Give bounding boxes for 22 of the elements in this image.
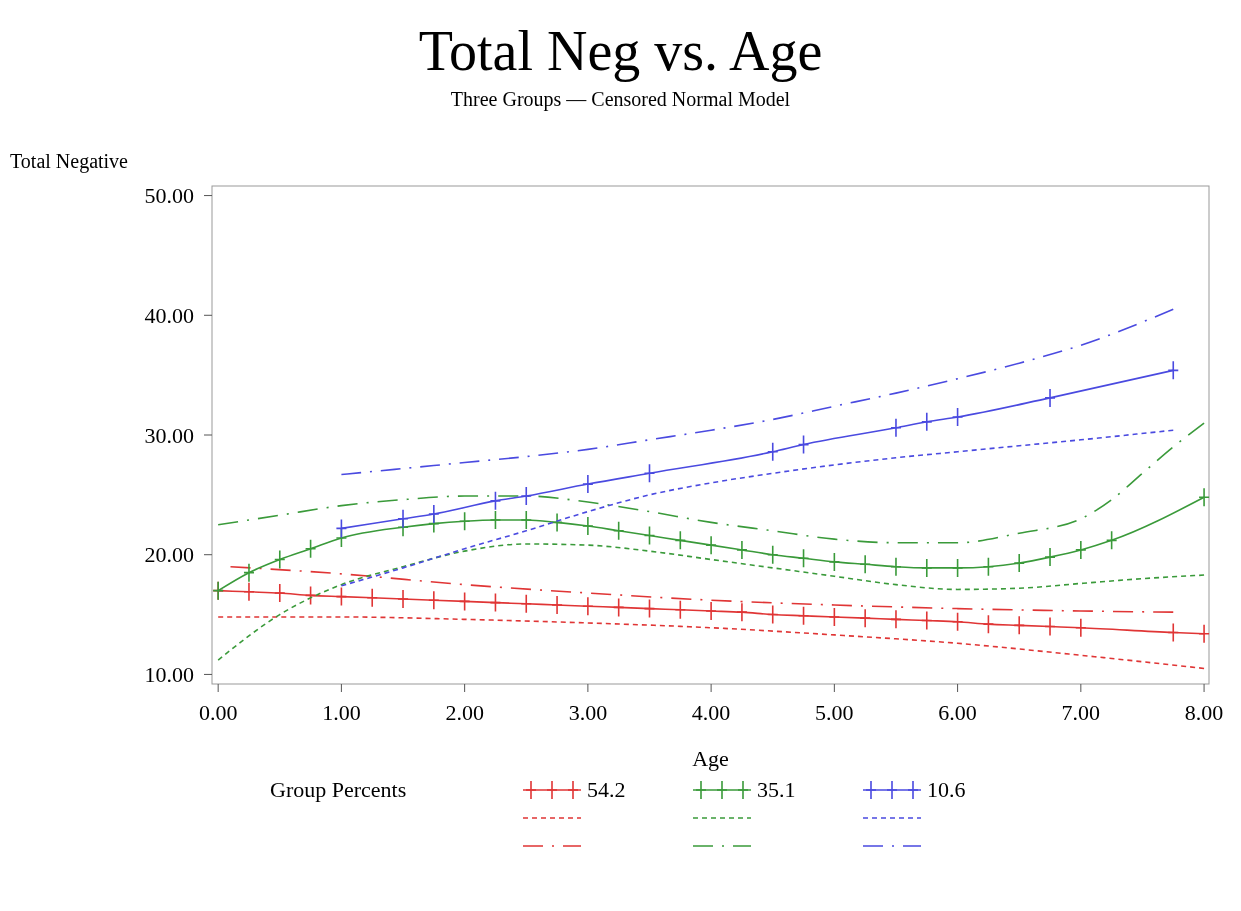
- x-tick-label: 4.00: [691, 700, 731, 725]
- legend-label: 10.6: [927, 777, 966, 802]
- x-axis-title: Age: [692, 746, 729, 771]
- chart-title: Total Neg vs. Age: [418, 20, 823, 82]
- y-tick-label: 10.00: [144, 662, 194, 688]
- y-tick-label: 40.00: [144, 302, 194, 328]
- x-tick-label: 2.00: [445, 700, 484, 725]
- x-tick-label: 3.00: [568, 700, 608, 725]
- x-tick-label: 1.00: [322, 700, 361, 725]
- legend-label: 54.2: [587, 777, 626, 802]
- y-axis-title: Total Negative: [10, 150, 129, 173]
- x-tick-label: 6.00: [938, 700, 977, 725]
- chart-subtitle: Three Groups — Censored Normal Model: [450, 88, 791, 111]
- legend-title: Group Percents: [270, 777, 407, 802]
- x-tick-label: 7.00: [1061, 700, 1101, 725]
- y-tick-label: 20.00: [144, 542, 194, 568]
- x-tick-label: 5.00: [815, 700, 854, 725]
- x-tick-label: 0.00: [198, 700, 238, 725]
- y-tick-label: 50.00: [144, 183, 194, 209]
- y-tick-label: 30.00: [144, 422, 194, 448]
- x-tick-label: 8.00: [1184, 700, 1224, 725]
- legend-label: 35.1: [757, 777, 796, 802]
